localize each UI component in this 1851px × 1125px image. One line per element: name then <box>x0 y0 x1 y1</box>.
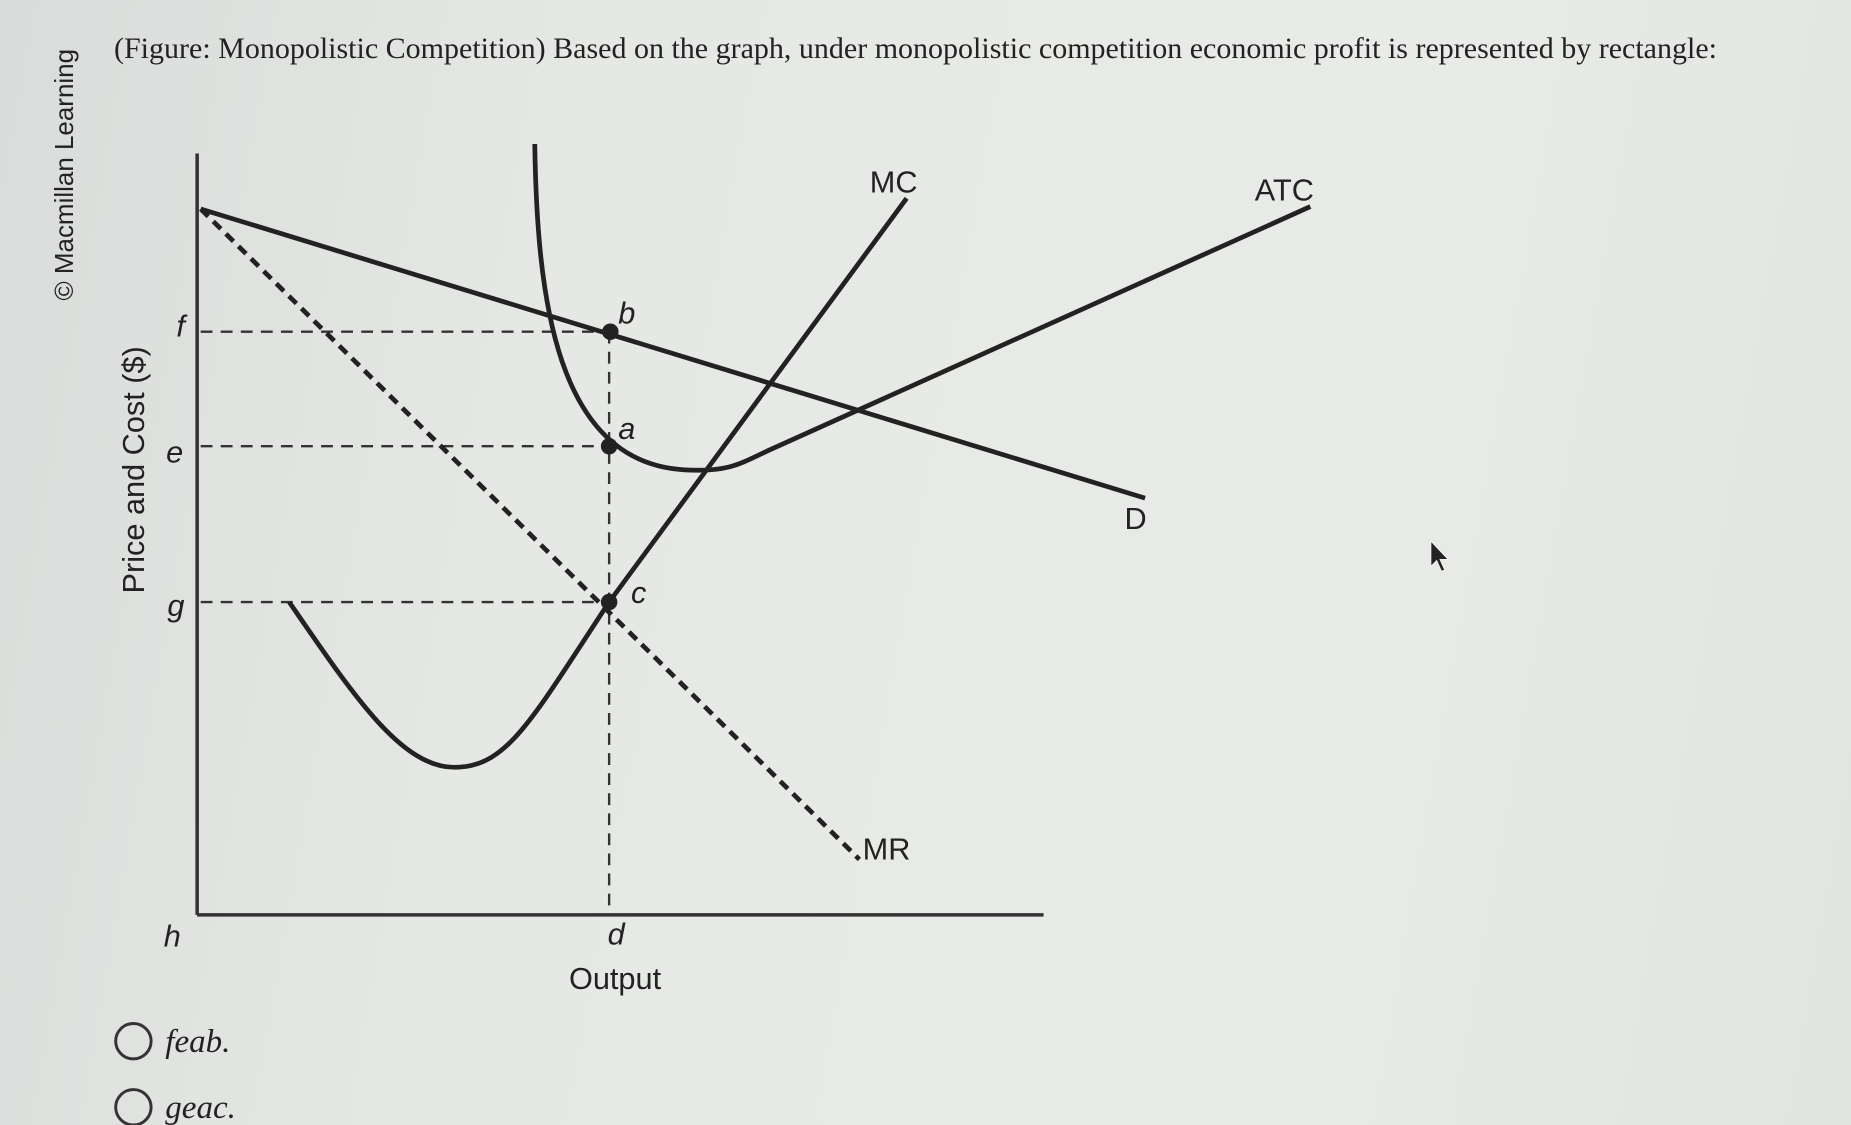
axis-point-label: f <box>176 308 188 343</box>
axis-point-label: g <box>167 588 184 623</box>
mouse-cursor <box>1430 539 1450 573</box>
point-label: c <box>631 575 646 610</box>
atc-curve <box>532 143 1312 473</box>
point-label: b <box>618 295 635 330</box>
axis-point-label: d <box>608 916 626 951</box>
question-text: (Figure: Monopolistic Competition) Based… <box>114 32 1717 65</box>
radio-button[interactable] <box>114 1088 153 1125</box>
radio-button[interactable] <box>114 1022 153 1061</box>
curve-label: D <box>1125 501 1147 536</box>
guides <box>200 330 611 915</box>
option-text[interactable]: feab. <box>165 1024 230 1060</box>
curve-label: MC <box>870 164 918 199</box>
axis-point-label: e <box>166 435 183 470</box>
point-dot <box>600 437 618 455</box>
curve-label: ATC <box>1255 173 1314 208</box>
mr-curve <box>199 207 862 862</box>
credit: © Macmillan Learning <box>49 49 79 301</box>
point-label: a <box>618 411 635 446</box>
curve-label: MR <box>863 831 911 866</box>
point-dot <box>602 323 619 340</box>
y-axis-label: Price and Cost ($) <box>116 346 151 593</box>
option-text[interactable]: geac. <box>165 1090 236 1125</box>
x-axis-label: Output <box>569 961 662 996</box>
demand-curve <box>199 206 1146 501</box>
point-dot <box>600 593 618 611</box>
axis-point-label: h <box>164 919 181 954</box>
mc-curve <box>287 196 909 770</box>
